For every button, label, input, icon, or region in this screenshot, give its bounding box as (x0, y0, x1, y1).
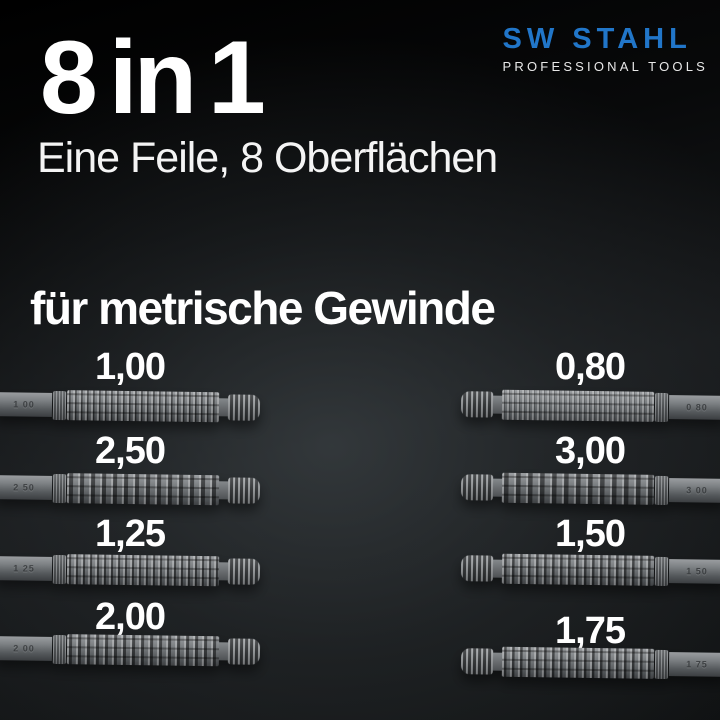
thread-file-0-80: 0 80 (460, 386, 720, 426)
pitch-label-2-00: 2,00 (95, 596, 166, 638)
file-threads (501, 553, 655, 586)
thread-file-1-25: 1 25 (0, 550, 261, 590)
section-heading-metric-threads: für metrische Gewinde (30, 282, 496, 334)
file-shaft: 1 25 (0, 556, 53, 581)
file-neck (218, 642, 229, 661)
file-tip (460, 474, 494, 501)
file-collar (52, 473, 67, 503)
headline-title: 8 in 1 (40, 20, 266, 136)
file-shaft: 2 50 (0, 475, 53, 500)
file-stamp: 0 80 (686, 402, 708, 413)
pitch-label-1-00: 1,00 (95, 346, 166, 388)
file-shaft: 1 50 (668, 559, 720, 584)
file-tip (227, 477, 261, 504)
brand-name: SW STAHL (502, 23, 692, 55)
pitch-label-0-80: 0,80 (555, 346, 626, 388)
brand-tagline: PROFESSIONAL TOOLS (502, 59, 708, 74)
file-stamp: 1 50 (686, 566, 708, 577)
file-shaft: 3 00 (668, 478, 720, 503)
file-neck (492, 478, 503, 497)
file-collar (654, 556, 669, 586)
pitch-label-3-00: 3,00 (555, 430, 626, 472)
file-shaft: 2 00 (0, 636, 53, 661)
file-neck (218, 562, 229, 581)
file-threads (66, 634, 220, 667)
file-stamp: 3 00 (686, 485, 708, 496)
file-shaft: 1 75 (668, 652, 720, 677)
thread-file-1-75: 1 75 (460, 643, 720, 683)
file-threads (66, 473, 220, 506)
file-shaft: 0 80 (668, 395, 720, 420)
file-shaft: 1 00 (0, 392, 53, 417)
file-threads (501, 389, 655, 422)
pitch-label-1-75: 1,75 (555, 610, 626, 652)
thread-file-2-50: 2 50 (0, 469, 261, 509)
file-tip (227, 558, 261, 585)
thread-file-2-00: 2 00 (0, 630, 261, 670)
file-tip (460, 391, 494, 418)
thread-file-3-00: 3 00 (460, 469, 720, 509)
headline-subtitle: Eine Feile, 8 Oberflächen (37, 134, 498, 182)
file-collar (52, 554, 67, 584)
file-neck (218, 481, 229, 500)
file-collar (654, 475, 669, 505)
thread-file-1-50: 1 50 (460, 550, 720, 590)
file-neck (492, 395, 503, 414)
file-neck (492, 559, 503, 578)
file-collar (52, 634, 67, 664)
thread-file-1-00: 1 00 (0, 386, 261, 426)
pitch-label-1-50: 1,50 (555, 513, 626, 555)
file-threads (66, 390, 220, 423)
file-threads (66, 554, 220, 587)
file-tip (227, 394, 261, 421)
file-threads (501, 472, 655, 505)
file-tip (227, 638, 261, 665)
file-collar (654, 649, 669, 679)
file-neck (218, 398, 229, 417)
brand-logo: SW STAHL PROFESSIONAL TOOLS (502, 23, 708, 74)
file-stamp: 2 00 (13, 643, 35, 654)
file-threads (501, 646, 655, 679)
file-stamp: 1 25 (13, 563, 35, 574)
file-tip (460, 555, 494, 582)
file-stamp: 1 00 (13, 399, 35, 410)
file-stamp: 1 75 (686, 659, 708, 670)
file-collar (654, 392, 669, 422)
file-stamp: 2 50 (13, 482, 35, 493)
file-neck (492, 652, 503, 671)
file-collar (52, 390, 67, 420)
pitch-label-1-25: 1,25 (95, 513, 166, 555)
file-tip (460, 648, 494, 675)
pitch-label-2-50: 2,50 (95, 430, 166, 472)
